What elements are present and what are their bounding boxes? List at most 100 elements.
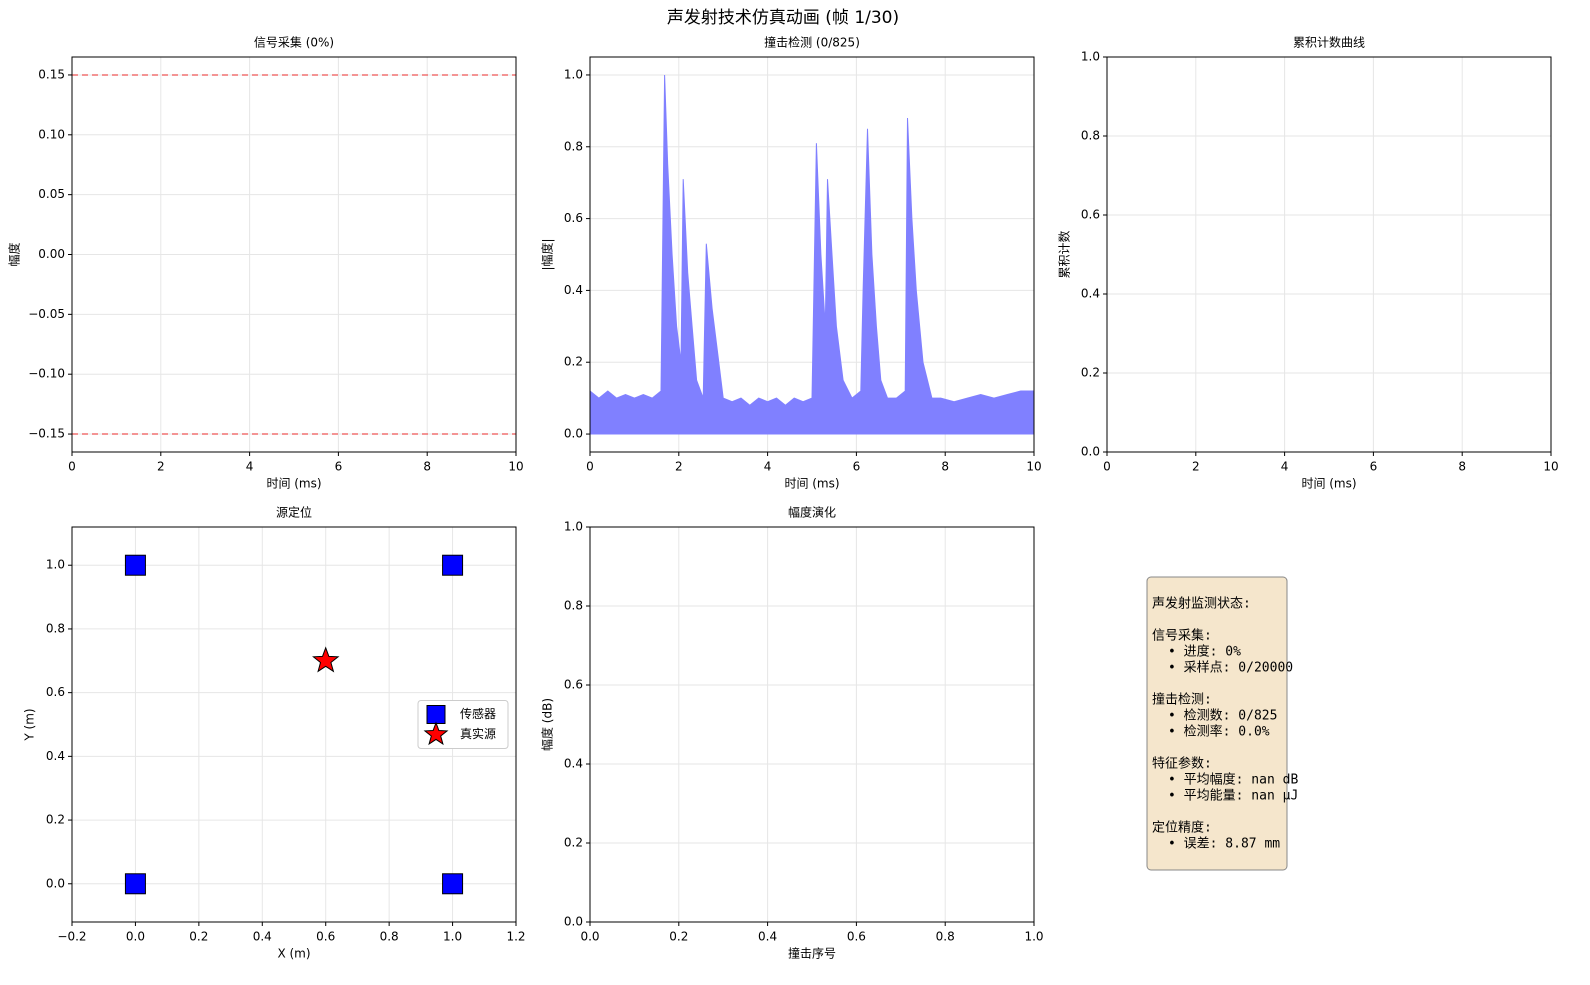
y-axis-label: 幅度 (dB) xyxy=(540,698,555,751)
y-tick-label: −0.15 xyxy=(28,427,65,441)
x-tick-label: 8 xyxy=(941,460,949,474)
x-tick-label: 8 xyxy=(423,460,431,474)
x-tick-label: 10 xyxy=(508,460,523,474)
y-tick-label: 0.6 xyxy=(1081,208,1100,222)
y-tick-label: 0.8 xyxy=(46,621,65,635)
info-item: • 采样点: 0/20000 xyxy=(1168,661,1293,676)
info-item: • 检测数: 0/825 xyxy=(1168,709,1277,724)
x-tick-label: 0.0 xyxy=(126,930,145,944)
x-tick-label: −0.2 xyxy=(57,930,86,944)
y-tick-label: 0.6 xyxy=(46,685,65,699)
y-tick-label: 0.6 xyxy=(564,211,583,225)
plot-frame xyxy=(1106,56,1552,453)
x-tick-label: 0.4 xyxy=(253,930,272,944)
figure-title: 声发射技术仿真动画 (帧 1/30) xyxy=(667,8,899,28)
y-tick-label: 0.10 xyxy=(38,127,65,141)
x-axis-label: 时间 (ms) xyxy=(266,477,321,491)
plot-frame xyxy=(71,526,517,923)
y-axis-label: |幅度| xyxy=(540,238,555,270)
y-tick-label: 0.0 xyxy=(564,427,583,441)
x-tick-label: 4 xyxy=(764,460,772,474)
y-tick-label: −0.05 xyxy=(28,307,65,321)
x-tick-label: 8 xyxy=(1458,460,1466,474)
chart-title: 撞击检测 (0/825) xyxy=(764,35,860,50)
legend-label: 传感器 xyxy=(460,706,496,721)
x-tick-label: 6 xyxy=(1370,460,1378,474)
square-marker xyxy=(442,873,464,895)
plot-frame xyxy=(589,56,1035,453)
star-marker xyxy=(423,721,449,746)
y-tick-label: 0.2 xyxy=(1081,366,1100,380)
x-tick-label: 1.2 xyxy=(506,930,525,944)
x-tick-label: 0.4 xyxy=(758,930,777,944)
x-tick-label: 0 xyxy=(586,460,594,474)
chart-title: 累积计数曲线 xyxy=(1293,35,1365,50)
y-axis-label: Y (m) xyxy=(23,708,37,741)
y-tick-label: 0.00 xyxy=(38,247,65,261)
legend-label: 真实源 xyxy=(460,726,496,741)
y-tick-label: 1.0 xyxy=(1081,50,1100,64)
info-box xyxy=(1146,576,1288,871)
chart-title: 源定位 xyxy=(276,505,312,520)
info-title: 声发射监测状态: xyxy=(1152,596,1251,612)
square-marker xyxy=(124,554,146,576)
info-heading: 特征参数: xyxy=(1152,756,1212,772)
x-tick-label: 0 xyxy=(1103,460,1111,474)
y-tick-label: 0.8 xyxy=(564,599,583,613)
y-tick-label: 0.8 xyxy=(1081,129,1100,143)
y-tick-label: 1.0 xyxy=(564,67,583,81)
chart-title: 信号采集 (0%) xyxy=(254,35,334,50)
info-item: • 平均幅度: nan dB xyxy=(1168,772,1298,788)
y-tick-label: 0.6 xyxy=(564,678,583,692)
y-tick-label: 0.4 xyxy=(564,757,583,771)
x-axis-label: X (m) xyxy=(277,947,310,961)
info-item: • 进度: 0% xyxy=(1168,644,1241,660)
info-item: • 检测率: 0.0% xyxy=(1168,724,1270,740)
y-tick-label: 0.0 xyxy=(46,876,65,890)
y-tick-label: 0.4 xyxy=(46,749,65,763)
y-tick-label: 0.15 xyxy=(38,67,65,81)
y-tick-label: 0.2 xyxy=(564,355,583,369)
x-tick-label: 10 xyxy=(1543,460,1558,474)
plot-frame xyxy=(589,526,1035,923)
x-tick-label: 4 xyxy=(246,460,254,474)
x-axis-label: 撞击序号 xyxy=(788,946,836,961)
y-tick-label: 1.0 xyxy=(564,520,583,534)
y-tick-label: 0.2 xyxy=(564,836,583,850)
y-axis-label: 累积计数 xyxy=(1057,230,1072,278)
y-tick-label: 0.0 xyxy=(1081,445,1100,459)
x-axis-label: 时间 (ms) xyxy=(1301,477,1356,491)
x-tick-label: 0.0 xyxy=(580,930,599,944)
plot-frame xyxy=(71,56,517,453)
x-tick-label: 6 xyxy=(335,460,343,474)
x-tick-label: 6 xyxy=(853,460,861,474)
x-axis-label: 时间 (ms) xyxy=(784,477,839,491)
x-tick-label: 0.8 xyxy=(380,930,399,944)
y-tick-label: −0.10 xyxy=(28,367,65,381)
square-marker xyxy=(426,705,446,724)
y-tick-label: 0.8 xyxy=(564,139,583,153)
y-tick-label: 0.05 xyxy=(38,187,65,201)
square-marker xyxy=(442,554,464,576)
info-heading: 撞击检测: xyxy=(1152,693,1212,708)
x-tick-label: 2 xyxy=(675,460,683,474)
info-heading: 定位精度: xyxy=(1152,820,1212,836)
info-item: • 误差: 8.87 mm xyxy=(1168,837,1280,852)
y-tick-label: 0.2 xyxy=(46,813,65,827)
x-tick-label: 1.0 xyxy=(443,930,462,944)
chart-title: 幅度演化 xyxy=(788,505,836,520)
x-tick-label: 0.2 xyxy=(189,930,208,944)
y-tick-label: 0.0 xyxy=(564,915,583,929)
square-marker xyxy=(124,873,146,895)
y-axis-label: 幅度 xyxy=(7,242,22,266)
info-heading: 信号采集: xyxy=(1152,628,1212,644)
y-tick-label: 0.4 xyxy=(564,283,583,297)
signal-area xyxy=(589,74,1035,435)
x-tick-label: 0.6 xyxy=(847,930,866,944)
info-item: • 平均能量: nan μJ xyxy=(1168,789,1298,804)
x-tick-label: 0.6 xyxy=(316,930,335,944)
x-tick-label: 0.2 xyxy=(669,930,688,944)
x-tick-label: 1.0 xyxy=(1024,930,1043,944)
x-tick-label: 2 xyxy=(157,460,165,474)
